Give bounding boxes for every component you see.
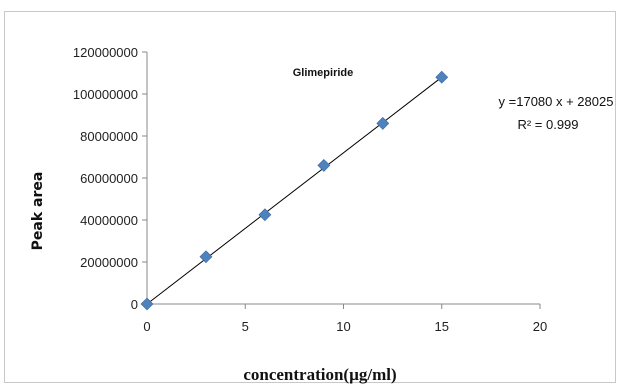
- r-squared-label: R² = 0.999: [517, 117, 578, 132]
- data-point: [258, 208, 272, 222]
- y-tick-label: 0: [131, 297, 138, 312]
- y-tick-label: 60000000: [80, 171, 138, 186]
- x-axis-ticks: 0 5 10 15 20: [143, 304, 547, 334]
- data-point: [317, 158, 331, 172]
- x-tick-label: 10: [336, 319, 350, 334]
- data-point: [199, 250, 213, 264]
- trendline-equation: y =17080 x + 28025: [499, 94, 614, 109]
- y-axis-label: Peak area: [30, 172, 46, 251]
- x-axis-label: concentration(µg/ml): [243, 365, 396, 384]
- x-tick-label: 20: [533, 319, 547, 334]
- x-tick-label: 0: [143, 319, 150, 334]
- y-tick-label: 40000000: [80, 213, 138, 228]
- y-tick-label: 120000000: [73, 45, 138, 60]
- y-tick-label: 80000000: [80, 129, 138, 144]
- y-tick-label: 20000000: [80, 255, 138, 270]
- data-point: [435, 70, 449, 84]
- trendline: [146, 76, 443, 305]
- y-tick-label: 100000000: [73, 87, 138, 102]
- x-tick-label: 5: [242, 319, 249, 334]
- data-point: [376, 116, 390, 130]
- y-axis-ticks: 0 20000000 40000000 60000000 80000000 1000000…: [73, 45, 147, 312]
- x-tick-label: 15: [435, 319, 449, 334]
- chart-title: Glimepiride: [293, 67, 354, 79]
- data-point: [140, 297, 154, 311]
- chart-area: [4, 11, 616, 383]
- data-points: [140, 70, 449, 311]
